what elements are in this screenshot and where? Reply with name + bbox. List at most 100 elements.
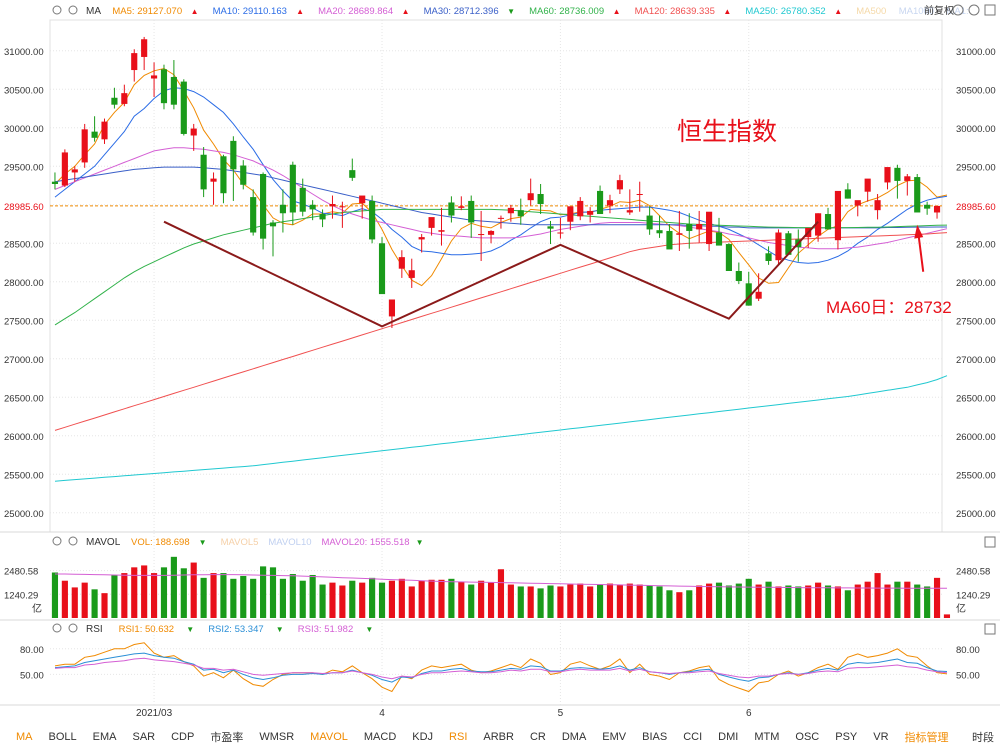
candle-body <box>210 178 217 182</box>
candle-body <box>666 230 673 250</box>
indicator-tab[interactable]: OSC <box>795 731 820 743</box>
x-axis-date-label: 4 <box>379 708 385 719</box>
candle-body <box>388 299 396 317</box>
close-icon <box>68 623 78 633</box>
volume-bar <box>745 578 752 618</box>
volume-bar <box>943 614 951 618</box>
candle-body <box>141 39 148 57</box>
candle-body <box>616 180 623 190</box>
volume-bar <box>180 568 187 618</box>
volume-bar <box>537 588 544 618</box>
volume-bar <box>616 584 623 618</box>
rsi-fullscreen-icon <box>984 623 996 635</box>
indicator-tab[interactable]: RSI <box>449 731 468 743</box>
main-y-tick-label-right: 25000.00 <box>956 509 996 520</box>
volume-bar <box>190 562 197 618</box>
candle-body <box>378 243 386 295</box>
indicator-tab[interactable]: MAVOL <box>310 731 348 743</box>
indicator-tab[interactable]: 指标管理 <box>904 732 949 744</box>
volume-bar <box>299 580 306 618</box>
volume-bar <box>279 578 286 618</box>
candle-body <box>686 224 693 231</box>
indicator-tab[interactable]: CR <box>529 731 546 743</box>
indicator-tab[interactable]: CDP <box>171 731 195 743</box>
main-y-tick-label-left: 29500.00 <box>4 162 44 173</box>
indicator-tab[interactable]: SAR <box>132 731 156 743</box>
indicator-tab[interactable]: BIAS <box>642 731 668 743</box>
legend-item: MAVOL20: 1555.518 <box>322 537 410 548</box>
main-y-tick-label-right: 27500.00 <box>956 316 996 327</box>
volume-bar <box>646 585 653 618</box>
rsi-line-rsi1 <box>54 642 948 693</box>
volume-bar <box>339 585 346 618</box>
volume-bar <box>388 580 396 618</box>
volume-bar <box>874 573 881 618</box>
indicator-tab[interactable]: MACD <box>363 731 397 743</box>
volume-bar <box>359 582 366 618</box>
indicator-tab[interactable]: ARBR <box>483 731 514 743</box>
indicator-tab[interactable]: EMA <box>92 731 117 743</box>
candle-body <box>815 213 822 236</box>
rsi-y-tick-label-left: 80.00 <box>20 645 44 656</box>
indicator-tab[interactable]: VR <box>873 731 889 743</box>
main-y-tick-label-left: 28500.00 <box>4 239 44 250</box>
legend-item-arrow: ▼ <box>507 7 515 16</box>
indicator-tab[interactable]: MTM <box>754 731 780 743</box>
indicator-tab[interactable]: CCI <box>683 731 703 743</box>
candle-body <box>329 204 336 207</box>
candle-body <box>160 69 168 104</box>
indicator-tab[interactable]: BOLL <box>48 731 77 743</box>
candle-body <box>715 232 723 246</box>
candle-body <box>170 76 177 105</box>
volume-bar <box>527 586 534 618</box>
indicator-tab[interactable]: KDJ <box>412 731 434 743</box>
volume-bar <box>478 580 485 618</box>
candle-body <box>418 237 425 240</box>
indicator-tab[interactable]: DMA <box>561 731 587 743</box>
candle-body <box>735 270 742 282</box>
volume-bar <box>884 584 891 618</box>
indicator-tab[interactable]: WMSR <box>259 731 295 743</box>
legend-item: MAVOL10 <box>268 537 311 548</box>
time-period-button[interactable]: 时段 <box>972 732 994 744</box>
vol-y-tick-label-left: 2480.58 <box>4 567 38 578</box>
indicator-tab[interactable]: DMI <box>718 731 739 743</box>
candle-body <box>309 204 316 210</box>
main-y-tick-label-right: 26000.00 <box>956 432 996 443</box>
main-y-tick-label-right: 28500.00 <box>956 239 996 250</box>
vol-y-tick-label-right: 2480.58 <box>956 567 990 578</box>
ma-line-ma10 <box>54 87 948 264</box>
volume-bar <box>755 584 762 618</box>
indicator-tab[interactable]: PSY <box>835 731 858 743</box>
candle-body <box>854 200 861 206</box>
volume-bar <box>815 582 822 618</box>
indicator-tab[interactable]: EMV <box>602 731 627 743</box>
candle-body <box>676 233 683 235</box>
volume-bar <box>260 566 267 618</box>
candle-body <box>596 190 604 215</box>
indicator-tab[interactable]: 市盈率 <box>210 732 244 744</box>
fullscreen-icon <box>984 4 996 16</box>
volume-bar <box>160 567 168 618</box>
volume-bar <box>378 582 386 618</box>
volume-bar <box>785 585 792 618</box>
legend-item: RSI3: 51.982 <box>298 624 353 635</box>
candle-body <box>220 156 227 194</box>
chart-title: 恒生指数 <box>677 118 777 146</box>
current-price-label-left: 28985.60 <box>4 202 44 213</box>
main-y-tick-label-left: 25500.00 <box>4 470 44 481</box>
candle-body <box>61 152 68 186</box>
rsi-y-tick-label-left: 50.00 <box>20 670 44 681</box>
main-y-tick-label-left: 30000.00 <box>4 124 44 135</box>
vol-y-tick-label-left: 1240.29 <box>4 590 38 601</box>
volume-bar <box>577 583 584 618</box>
candle-body <box>250 197 257 233</box>
legend-item: MAVOL5 <box>221 537 259 548</box>
candle-body <box>289 164 296 213</box>
legend-item-arrow: ▼ <box>186 625 194 634</box>
w-pattern-line <box>163 220 819 328</box>
volume-bar <box>438 579 445 618</box>
indicator-tab[interactable]: MA <box>16 731 33 743</box>
volume-bar <box>71 587 78 618</box>
